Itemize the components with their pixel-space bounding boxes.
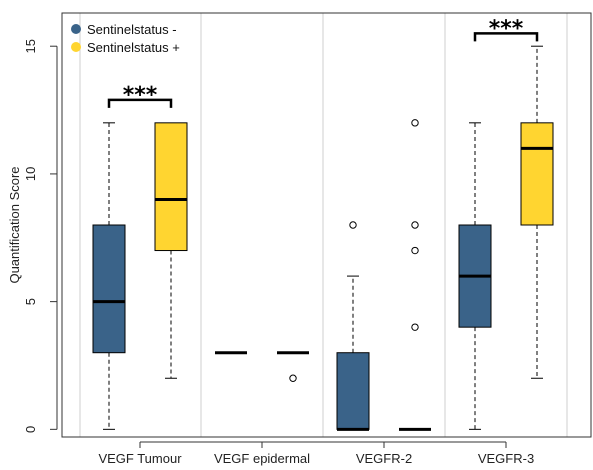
legend-item-2: Sentinelstatus + xyxy=(71,40,180,55)
axes: 0 5 10 15 Quantification Score VEGF Tumour VEG… xyxy=(7,39,534,466)
outlier-point xyxy=(411,246,419,255)
x-tick-label: VEGF Tumour xyxy=(98,451,182,466)
group-separators xyxy=(79,13,568,437)
box-1-positive xyxy=(154,122,188,379)
box-3-positive xyxy=(399,119,431,431)
outlier-point xyxy=(349,221,357,229)
box-body xyxy=(520,122,554,226)
outlier-point xyxy=(411,119,419,127)
x-tick-label: VEGFR-3 xyxy=(478,451,534,466)
outlier-point xyxy=(411,221,419,229)
legend-marker xyxy=(71,42,81,52)
legend-item-1: Sentinelstatus - xyxy=(71,22,177,37)
plot-border xyxy=(61,12,592,438)
y-axis-label: Quantification Score xyxy=(7,166,22,283)
box-body xyxy=(92,224,126,354)
y-tick-label: 5 xyxy=(23,298,38,305)
box-4-positive xyxy=(520,45,554,379)
box-1-negative xyxy=(92,122,126,430)
legend: Sentinelstatus - Sentinelstatus + xyxy=(71,22,180,55)
y-tick-label: 15 xyxy=(23,39,38,53)
box-series xyxy=(92,45,554,431)
significance-label: *** xyxy=(489,16,524,41)
y-tick-label: 0 xyxy=(23,426,38,433)
x-tick-label: VEGFR-2 xyxy=(356,451,412,466)
legend-marker xyxy=(71,24,81,34)
bracket-line xyxy=(107,98,173,108)
significance-label: *** xyxy=(123,83,158,108)
box-2-positive xyxy=(277,351,309,382)
box-3-negative xyxy=(336,221,370,431)
outlier-point xyxy=(411,323,419,331)
significance-bracket-2: *** xyxy=(473,16,539,42)
box-body xyxy=(154,122,188,252)
significance-bracket-1: *** xyxy=(107,83,173,108)
legend-label: Sentinelstatus + xyxy=(87,40,180,55)
box-body xyxy=(336,352,370,430)
significance-annotations: *** *** xyxy=(107,16,539,108)
legend-label: Sentinelstatus - xyxy=(87,22,177,37)
x-tick-label: VEGF epidermal xyxy=(214,451,310,466)
plot-frame xyxy=(61,12,592,438)
y-tick-label: 10 xyxy=(23,167,38,181)
bracket-line xyxy=(473,32,539,42)
box-4-negative xyxy=(458,122,492,430)
outlier-point xyxy=(289,374,297,382)
